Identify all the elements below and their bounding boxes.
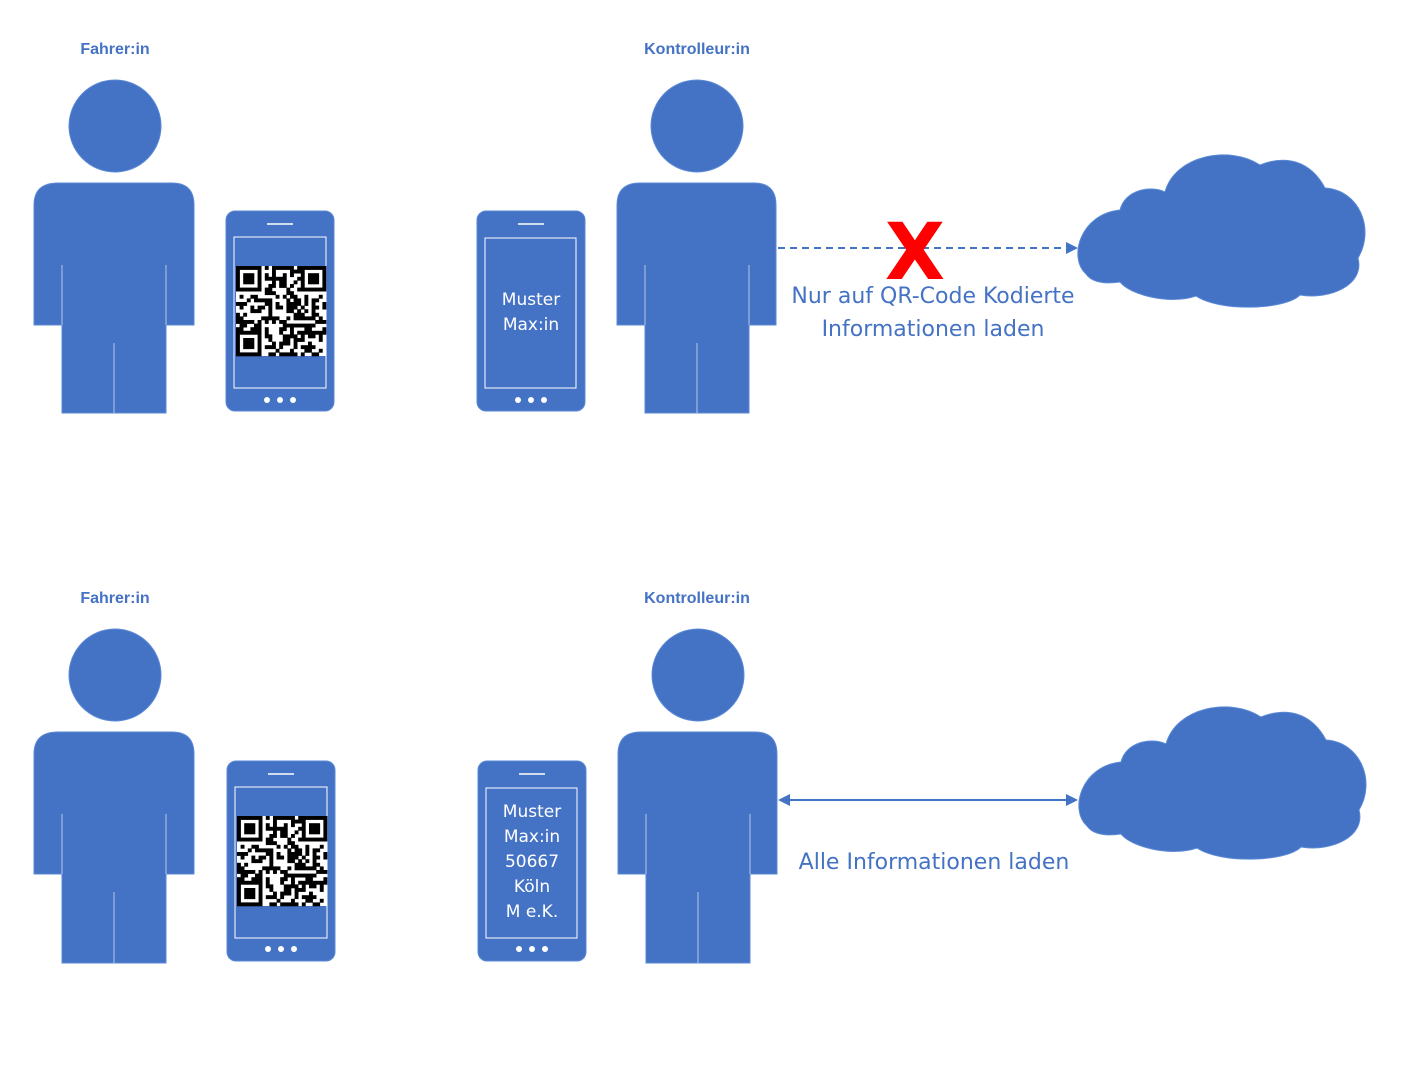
screen-line: Muster	[503, 802, 561, 822]
screen-line: Max:in	[504, 827, 560, 847]
screen-line: Max:in	[503, 315, 559, 335]
connection-caption: Nur auf QR-Code Kodierte	[791, 284, 1074, 309]
driver-label: Fahrer:in	[80, 41, 149, 58]
connection-caption: Informationen laden	[822, 317, 1045, 342]
controller-smartphone-icon: Muster Max:in	[476, 210, 586, 412]
screen-line: Muster	[502, 290, 560, 310]
controller-person-icon	[616, 79, 777, 414]
driver-smartphone-icon	[225, 210, 335, 412]
driver-label: Fahrer:in	[80, 590, 149, 607]
controller-label: Kontrolleur:in	[644, 41, 750, 58]
driver-person-icon	[33, 79, 195, 414]
qr-code-icon	[237, 816, 328, 907]
controller-smartphone-icon: Muster Max:in 50667 Köln M e.K.	[477, 760, 587, 962]
screen-line: M e.K.	[506, 902, 559, 922]
cloud-icon	[1077, 154, 1366, 308]
cloud-icon	[1078, 706, 1367, 860]
scenario-1: Fahrer:in Kontrolleur:in Muster Max:in	[33, 41, 1366, 414]
blocked-x-icon: X	[885, 208, 945, 298]
screen-line: 50667	[505, 852, 559, 872]
qr-code-icon	[236, 266, 327, 357]
controller-label: Kontrolleur:in	[644, 590, 750, 607]
connection-caption: Alle Informationen laden	[799, 850, 1070, 875]
controller-person-icon	[617, 628, 778, 964]
scenario-2: Fahrer:in Kontrolleur:in Muster Max:in 5…	[33, 590, 1367, 964]
driver-smartphone-icon	[226, 760, 336, 962]
screen-line: Köln	[514, 877, 550, 897]
driver-person-icon	[33, 628, 195, 964]
